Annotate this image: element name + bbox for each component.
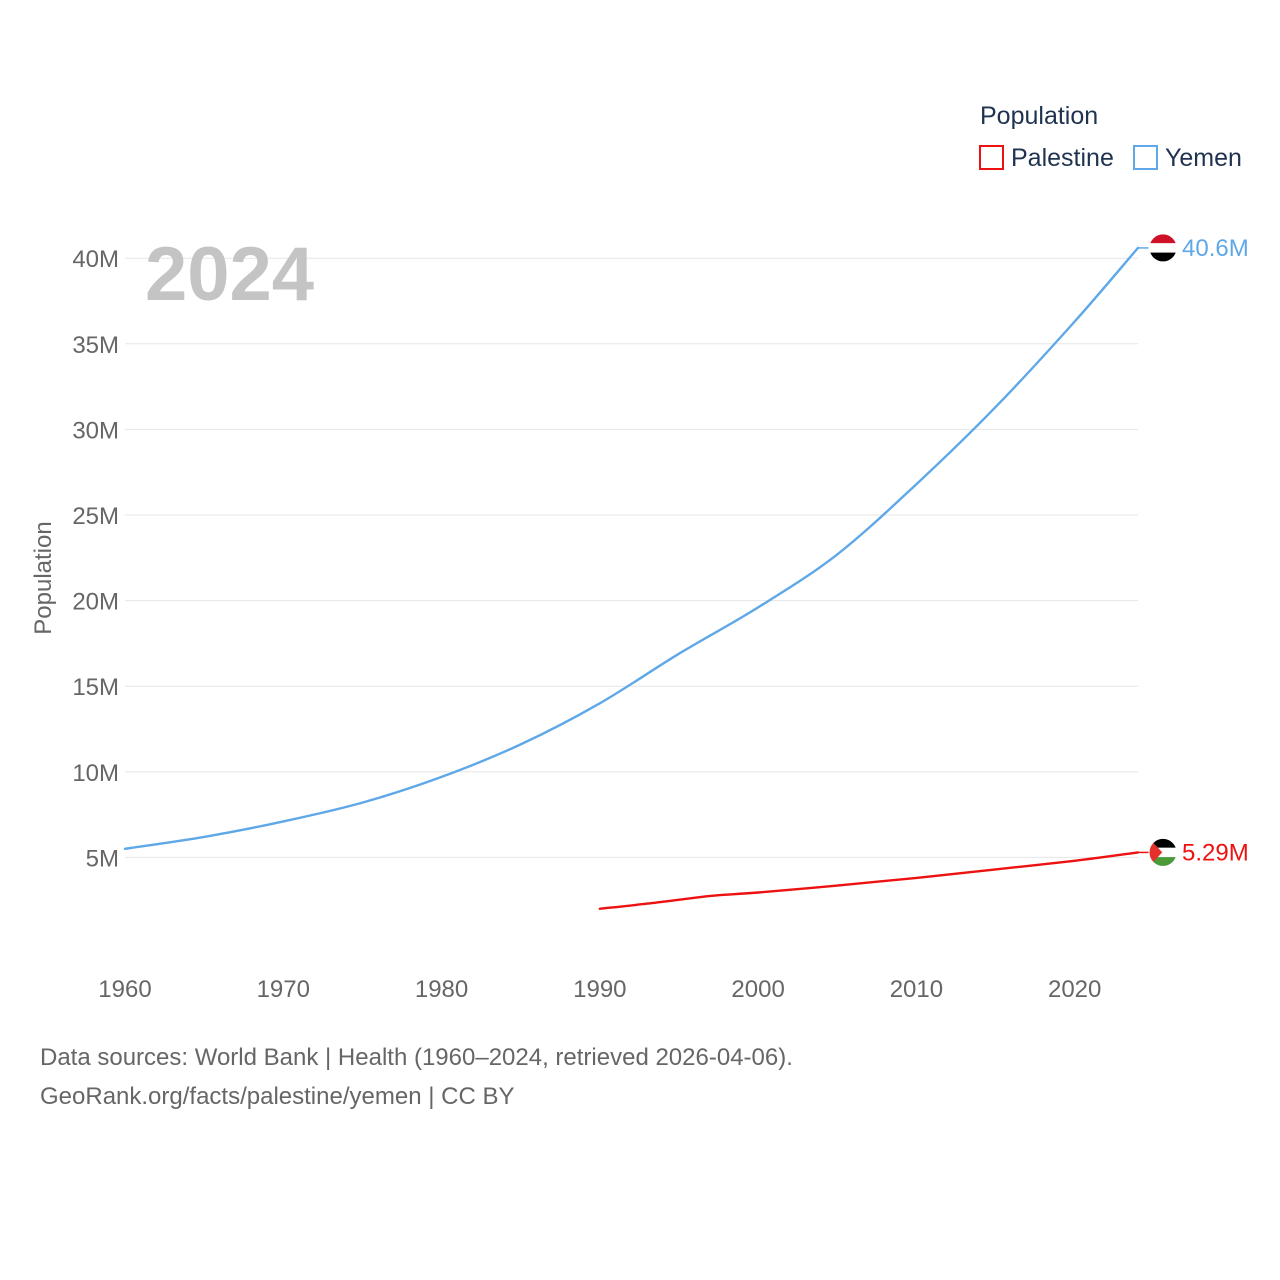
series-lines: 5.29M 40.6M: [123, 233, 1249, 910]
y-tick-35M: 35M: [72, 332, 119, 359]
legend-item-palestine[interactable]: Palestine: [979, 144, 1114, 172]
y-tick-10M: 10M: [72, 760, 119, 787]
x-axis: 1960 1970 1980 1990 2000 2010 2020: [98, 976, 1101, 1003]
y-tick-5M: 5M: [86, 845, 119, 872]
series-line-palestine: [598, 851, 1140, 910]
grid-lines: [125, 257, 1138, 858]
x-tick-1990: 1990: [573, 976, 626, 1003]
legend-item-yemen[interactable]: Yemen: [1133, 144, 1242, 172]
legend-label-yemen: Yemen: [1165, 144, 1242, 172]
palestine-flag-icon: [1148, 837, 1178, 867]
legend-label-palestine: Palestine: [1011, 144, 1114, 172]
legend-swatch-yemen: [1133, 145, 1158, 170]
y-tick-40M: 40M: [72, 246, 119, 273]
x-tick-1970: 1970: [257, 976, 310, 1003]
yemen-flag-icon: [1148, 233, 1178, 263]
y-tick-25M: 25M: [72, 503, 119, 530]
population-chart: 2024 5M 10M 15M 20M 25M 30M 35M 40M 1960 1970 198…: [30, 102, 1249, 1003]
x-tick-1960: 1960: [98, 976, 151, 1003]
data-source-note: Data sources: World Bank | Health (1960–…: [40, 1044, 793, 1071]
end-label-yemen: 40.6M: [1182, 235, 1249, 262]
y-axis: 5M 10M 15M 20M 25M 30M 35M 40M: [72, 246, 119, 872]
x-tick-2010: 2010: [890, 976, 943, 1003]
y-tick-20M: 20M: [72, 589, 119, 616]
x-tick-2000: 2000: [731, 976, 784, 1003]
x-tick-2020: 2020: [1048, 976, 1101, 1003]
y-axis-title: Population: [30, 521, 57, 634]
end-label-palestine: 5.29M: [1182, 839, 1249, 866]
y-tick-15M: 15M: [72, 674, 119, 701]
legend[interactable]: Population Palestine Yemen: [979, 102, 1242, 172]
series-line-yemen: [123, 246, 1140, 850]
y-tick-30M: 30M: [72, 417, 119, 444]
x-tick-1980: 1980: [415, 976, 468, 1003]
year-label: 2024: [145, 232, 314, 317]
legend-title: Population: [980, 102, 1098, 130]
legend-swatch-palestine: [979, 145, 1004, 170]
source-url: GeoRank.org/facts/palestine/yemen | CC B…: [40, 1083, 515, 1110]
